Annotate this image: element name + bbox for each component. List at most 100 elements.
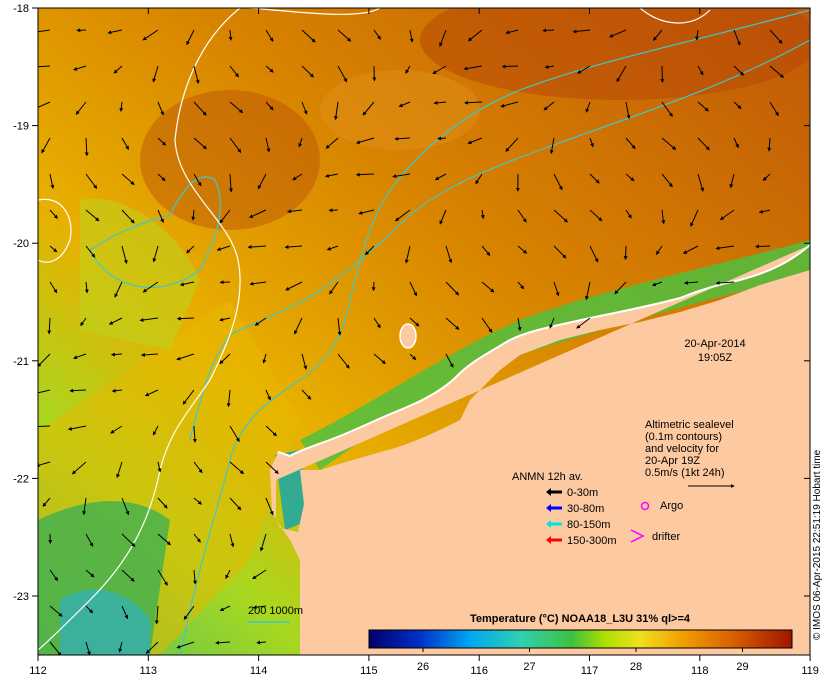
argo-marker: [640, 501, 650, 511]
velocity-arrow: [549, 317, 555, 329]
velocity-arrow: [157, 461, 162, 473]
velocity-arrow: [733, 65, 745, 76]
velocity-vectors: [38, 28, 785, 655]
velocity-arrow: [576, 317, 591, 329]
velocity-arrow: [301, 389, 312, 400]
lon-tick-label: 115: [360, 665, 378, 677]
velocity-arrow: [108, 317, 123, 325]
velocity-arrow: [298, 137, 303, 148]
velocity-arrow: [475, 173, 483, 185]
velocity-arrow: [49, 209, 58, 219]
velocity-arrow: [247, 244, 267, 249]
velocity-arrow: [769, 29, 783, 44]
sealevel-contour: [249, 8, 381, 15]
velocity-arrow: [248, 209, 267, 218]
velocity-arrow: [38, 461, 51, 468]
velocity-arrow: [110, 352, 123, 357]
velocity-arrow: [439, 209, 447, 225]
land-mass: [270, 245, 810, 655]
lat-tick-label: -23: [13, 591, 29, 603]
velocity-arrow: [229, 533, 235, 548]
velocity-arrow: [192, 425, 197, 443]
velocity-arrow: [49, 641, 62, 655]
velocity-arrow: [73, 65, 87, 71]
velocity-arrow: [373, 353, 386, 365]
legend-item-150-300m: 150-300m: [546, 535, 617, 547]
velocity-arrow: [544, 64, 555, 69]
velocity-arrow: [121, 497, 130, 516]
velocity-arrow: [152, 245, 159, 263]
velocity-arrow: [733, 101, 742, 110]
cool-patch: [320, 70, 480, 150]
velocity-arrow: [142, 281, 159, 293]
velocity-arrow: [182, 389, 195, 405]
velocity-arrow: [505, 137, 519, 152]
velocity-arrow: [404, 245, 411, 264]
velocity-arrow: [82, 497, 87, 516]
altimetry-line: and velocity for: [645, 443, 719, 455]
velocity-arrow: [434, 173, 447, 181]
velocity-arrow: [373, 29, 381, 40]
velocity-arrow: [758, 209, 771, 214]
velocity-arrow: [480, 209, 485, 220]
velocity-arrow: [329, 281, 339, 295]
velocity-arrow: [433, 100, 447, 105]
velocity-arrow: [500, 101, 519, 108]
velocity-arrow: [219, 317, 231, 322]
velocity-arrow: [729, 173, 735, 189]
velocity-arrow: [409, 281, 417, 297]
velocity-arrow: [517, 245, 528, 254]
credit-text: © IMOS 06-Apr-2015 22:51:19 Hobart time: [812, 449, 823, 640]
lon-tick-label: 112: [29, 665, 47, 677]
velocity-arrow: [623, 245, 628, 261]
lon-tick-label: 118: [691, 665, 709, 677]
velocity-arrow: [660, 65, 665, 83]
velocity-arrow: [755, 244, 771, 249]
legend-label: 0-30m: [567, 487, 598, 499]
velocity-arrow: [719, 209, 735, 221]
velocity-arrow: [152, 425, 159, 436]
velocity-arrow: [589, 245, 599, 263]
velocity-arrow: [228, 29, 233, 41]
velocity-arrow: [301, 29, 316, 43]
velocity-arrow: [362, 101, 375, 116]
altimetry-note: Altimetric sealevel (0.1m contours) and …: [645, 419, 735, 488]
velocity-arrow: [358, 209, 375, 215]
velocity-arrow: [572, 29, 591, 34]
velocity-arrow: [394, 209, 411, 222]
velocity-arrow: [409, 29, 414, 43]
velocity-arrow: [505, 29, 519, 35]
velocity-arrow: [229, 137, 242, 153]
velocity-arrow: [113, 65, 123, 74]
colorbar-title: Temperature (°C) NOAA18_L3U 31% ql>=4: [470, 613, 691, 625]
velocity-arrow: [121, 533, 136, 547]
velocity-arrow: [229, 425, 240, 443]
velocity-arrow: [265, 101, 274, 111]
velocity-arrow: [69, 388, 87, 393]
velocity-arrow: [517, 317, 522, 332]
velocity-arrow: [265, 497, 274, 516]
velocity-arrow: [715, 280, 735, 285]
velocity-arrow: [38, 29, 51, 34]
legend-arrowhead: [546, 504, 551, 512]
velocity-arrow: [467, 29, 483, 42]
velocity-arrow: [337, 65, 348, 83]
velocity-arrow: [625, 137, 636, 150]
velocity-arrow: [394, 136, 411, 141]
velocity-arrow: [549, 137, 555, 155]
velocity-arrow: [257, 173, 267, 190]
velocity-arrow: [265, 29, 274, 42]
velocity-arrow: [409, 353, 417, 361]
velocity-arrow: [769, 101, 779, 117]
velocity-arrow: [398, 101, 411, 108]
isobath-1000m: [179, 9, 810, 655]
velocity-arrow: [661, 101, 673, 118]
green-patch: [80, 198, 200, 350]
velocity-arrow: [186, 245, 195, 254]
velocity-arrow: [543, 101, 555, 111]
latitude-axis: -18 -19 -20 -21 -22 -23: [13, 3, 810, 603]
velocity-arrow: [119, 101, 124, 112]
velocity-arrow: [292, 173, 303, 181]
velocity-arrow: [733, 137, 739, 149]
